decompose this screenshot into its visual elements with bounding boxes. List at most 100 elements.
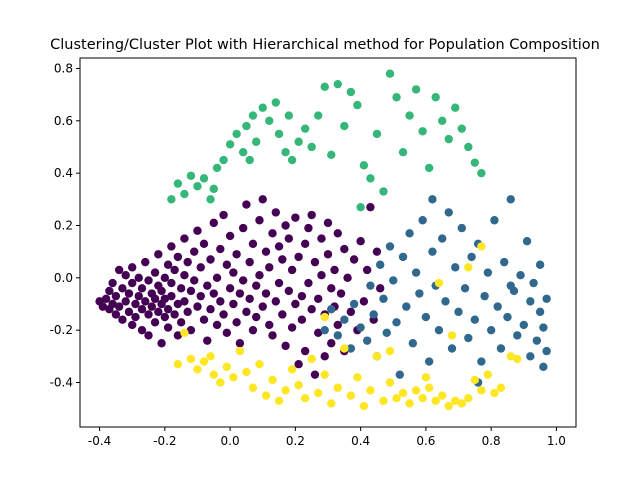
data-point [506,195,515,204]
data-point [229,268,238,277]
data-point [180,328,189,337]
data-point [193,365,202,374]
data-point [108,299,117,309]
data-point [137,325,147,335]
data-point [526,352,535,361]
data-point [297,315,307,324]
data-point [300,394,310,403]
data-point [248,325,258,335]
data-point [186,325,196,335]
data-point [278,310,287,319]
data-point [323,218,333,228]
data-point [415,289,424,298]
data-point [310,257,320,267]
data-point [274,242,284,251]
x-axis: -0.4 -0.2 0.0 0.2 0.4 0.6 0.8 1.0 [88,427,566,448]
data-point [349,255,359,264]
data-point [356,202,365,212]
data-point [539,323,548,332]
data-point [438,234,447,243]
data-point [225,231,235,241]
data-point [300,346,310,356]
data-point [346,391,356,400]
data-point [310,370,320,379]
x-tick-label: -0.4 [88,434,111,448]
data-point [333,320,342,330]
data-point [101,294,111,303]
data-point [300,124,310,133]
data-point [232,250,241,259]
data-point [359,297,369,306]
data-point [369,310,378,319]
data-point [206,255,215,264]
data-point [336,289,346,298]
data-point [513,354,522,364]
data-point [150,268,160,277]
data-point [477,242,486,251]
data-point [173,331,183,340]
data-point [291,213,300,222]
data-point [209,289,218,298]
data-point [278,255,287,264]
data-point [366,386,375,395]
data-point [464,263,473,272]
data-point [405,399,414,408]
data-point [196,291,205,301]
data-point [209,370,218,379]
data-point [464,333,473,343]
data-point [238,276,248,285]
data-point [490,388,499,398]
data-point [291,299,300,309]
data-point [274,129,284,139]
data-point [167,195,176,204]
data-point [529,278,538,288]
y-tick-label: 0.2 [54,218,73,232]
data-point [163,323,173,332]
data-point [261,391,271,400]
data-point [193,182,202,191]
data-point [411,268,421,277]
data-point [173,252,183,262]
data-point [389,276,398,285]
data-point [447,331,457,340]
data-point [500,257,509,267]
data-point [519,320,528,330]
data-point [284,234,294,243]
data-point [385,69,395,78]
chart-title: Clustering/Cluster Plot with Hierarchica… [50,37,600,53]
data-point [167,291,176,301]
data-point [144,310,153,319]
data-point [490,216,499,225]
data-point [268,331,277,340]
data-point [451,396,460,406]
data-point [173,179,183,188]
data-point [128,278,137,288]
data-point [186,354,196,364]
data-point [464,394,473,403]
data-point [372,247,382,256]
y-tick-label: -0.4 [50,376,73,390]
data-point [219,310,228,319]
data-point [183,257,192,267]
data-point [193,226,202,235]
data-point [203,336,212,345]
x-tick-label: 0.4 [351,434,370,448]
data-point [124,307,134,317]
data-point [451,103,460,112]
data-point [320,312,329,322]
data-point [219,210,228,220]
data-point [317,234,326,243]
x-tick-label: 0.8 [482,434,501,448]
data-point [287,155,297,165]
data-point [154,250,163,259]
data-point [294,252,303,262]
x-tick-label: 0.2 [286,434,305,448]
data-point [320,325,329,335]
data-point [144,276,153,285]
data-point [134,273,143,283]
data-point [395,370,404,379]
data-point [402,302,411,311]
points-layer [95,69,551,411]
data-point [424,383,434,392]
